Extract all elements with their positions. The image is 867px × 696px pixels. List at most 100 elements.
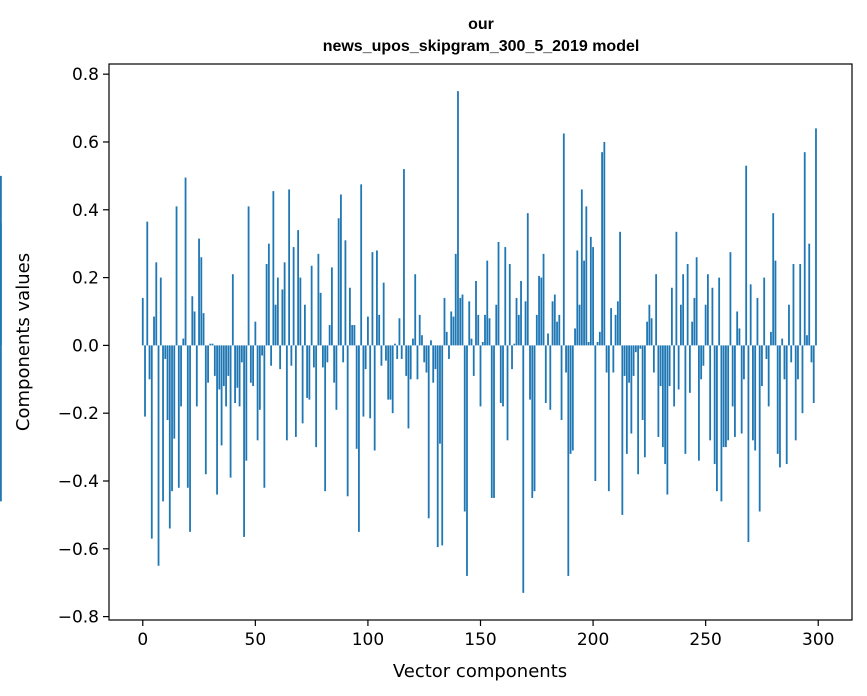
- bar: [141, 297, 144, 346]
- y-tick-label: 0.0: [72, 336, 99, 356]
- y-axis-ticks: −0.8 −0.6 −0.4 −0.2 0.0 0.2 0.4 0.6 0.8: [58, 65, 109, 628]
- bar: [380, 345, 383, 366]
- bar: [553, 294, 556, 346]
- bar: [331, 267, 333, 346]
- bar: [513, 343, 516, 346]
- bar: [675, 231, 678, 346]
- bar: [682, 274, 685, 346]
- bar: [517, 314, 520, 346]
- bar: [508, 264, 511, 346]
- bar: [560, 345, 563, 420]
- bar: [767, 345, 770, 407]
- y-tick-label: −0.8: [58, 608, 99, 628]
- bar: [621, 345, 624, 515]
- bar: [159, 277, 162, 346]
- bar: [520, 280, 522, 346]
- bar: [263, 345, 266, 488]
- bar: [761, 345, 763, 387]
- bar: [502, 345, 504, 407]
- bar: [747, 345, 750, 543]
- bar: [319, 292, 322, 346]
- bar: [148, 345, 151, 380]
- bar: [792, 264, 795, 346]
- bar: [240, 345, 243, 363]
- bar: [312, 345, 315, 368]
- bar: [707, 274, 709, 346]
- bar: [797, 345, 799, 380]
- x-axis-ticks: 0 50 100 150 200 250 300: [137, 620, 834, 650]
- bar: [641, 345, 644, 420]
- bar: [691, 321, 694, 346]
- bar: [727, 345, 730, 441]
- bar: [556, 321, 558, 346]
- bar: [587, 342, 590, 346]
- bar: [342, 345, 345, 363]
- bar: [558, 314, 561, 346]
- bar: [774, 260, 777, 346]
- bar: [758, 345, 761, 512]
- bar: [153, 316, 155, 346]
- bar: [272, 191, 275, 346]
- bar: [704, 304, 707, 346]
- y-tick-label: 0.6: [72, 133, 99, 153]
- bar: [650, 318, 653, 346]
- bar: [389, 345, 392, 400]
- bar: [445, 331, 448, 346]
- bar: [355, 345, 358, 449]
- bar: [743, 345, 745, 380]
- bar: [414, 274, 417, 346]
- bar: [808, 243, 811, 346]
- bar: [171, 345, 173, 492]
- bar: [781, 338, 784, 346]
- bar: [666, 345, 669, 495]
- bar: [191, 296, 194, 346]
- y-tick-label: −0.6: [58, 540, 99, 560]
- bar: [450, 311, 453, 346]
- bar: [378, 314, 381, 346]
- bar: [261, 345, 263, 356]
- bar: [382, 282, 385, 346]
- bar: [258, 345, 261, 410]
- bar: [162, 345, 164, 502]
- bar: [288, 189, 291, 346]
- bar: [238, 345, 241, 407]
- bar: [603, 141, 606, 346]
- bar: [177, 345, 180, 488]
- chart-title-line-2: news_upos_skipgram_300_5_2019 model: [323, 38, 640, 55]
- bar: [770, 331, 772, 346]
- bar: [652, 345, 655, 373]
- bar: [297, 230, 300, 346]
- y-tick-label: 0.8: [72, 65, 99, 85]
- bar: [812, 345, 815, 404]
- bar: [542, 253, 545, 346]
- bar: [256, 345, 259, 441]
- bar: [407, 345, 410, 429]
- bar: [779, 345, 781, 468]
- bar: [385, 345, 387, 361]
- bar: [155, 262, 158, 346]
- bar: [337, 218, 340, 346]
- bar: [207, 345, 209, 383]
- bar: [511, 345, 513, 370]
- bar: [267, 243, 270, 346]
- bar: [592, 247, 594, 346]
- bar: [328, 325, 331, 346]
- bar: [371, 252, 374, 346]
- bar: [655, 274, 658, 346]
- bar: [213, 345, 216, 376]
- bar: [391, 345, 394, 414]
- bar: [195, 345, 198, 407]
- bar: [754, 345, 757, 451]
- bar: [184, 177, 187, 346]
- bar: [695, 257, 698, 346]
- bar: [524, 301, 527, 346]
- bar: [585, 206, 588, 346]
- bar: [306, 345, 309, 398]
- bar: [227, 345, 230, 376]
- bar: [229, 345, 232, 478]
- bar: [294, 345, 297, 437]
- bar: [497, 241, 500, 346]
- bar: [495, 304, 498, 346]
- bar: [376, 250, 378, 346]
